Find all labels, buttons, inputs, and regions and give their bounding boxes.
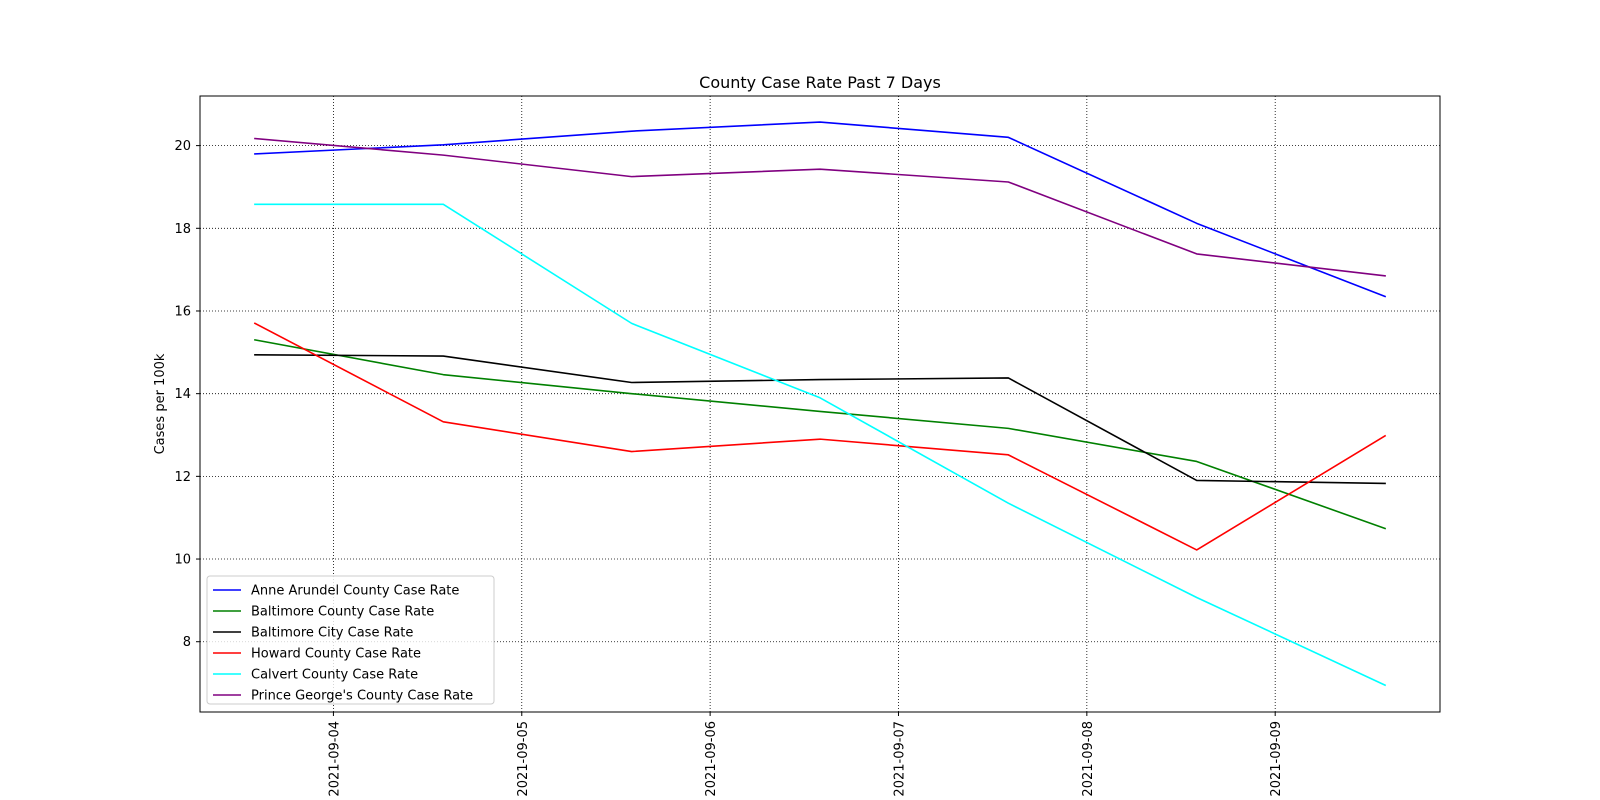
legend-label-4: Calvert County Case Rate xyxy=(251,668,418,683)
chart-title: County Case Rate Past 7 Days xyxy=(699,73,941,92)
x-tick-label: 2021-09-08 xyxy=(1081,721,1096,797)
legend-label-1: Baltimore County Case Rate xyxy=(251,605,434,620)
legend: Anne Arundel County Case Rate Baltimore C… xyxy=(206,575,495,705)
legend-box xyxy=(206,575,495,705)
series-line-5 xyxy=(254,137,1386,277)
series-line-0 xyxy=(254,121,1387,298)
plot-area-frame xyxy=(199,95,1441,713)
legend-label-2: Baltimore City Case Rate xyxy=(251,626,413,641)
series-line-4 xyxy=(254,203,1387,687)
y-tick-label: 8 xyxy=(183,635,191,650)
series-line-1 xyxy=(254,338,1387,530)
legend-label-0: Anne Arundel County Case Rate xyxy=(251,584,459,599)
x-tick-label: 2021-09-05 xyxy=(516,721,531,797)
legend-label-5: Prince George's County Case Rate xyxy=(251,689,473,704)
y-tick-label: 16 xyxy=(174,304,191,319)
y-axis-label: Cases per 100k xyxy=(153,353,168,454)
y-tick-label: 12 xyxy=(174,470,191,485)
x-tick-label: 2021-09-06 xyxy=(704,721,719,797)
x-axis-ticks: 2021-09-04 2021-09-05 2021-09-06 2021-09-07… xyxy=(327,712,1284,797)
x-tick-label: 2021-09-07 xyxy=(892,721,907,797)
series-line-3 xyxy=(253,322,1387,551)
x-tick-label: 2021-09-04 xyxy=(327,721,342,797)
series-line-2 xyxy=(254,353,1386,485)
x-tick-label: 2021-09-09 xyxy=(1269,721,1284,797)
y-axis-ticks: 8 10 12 14 16 18 20 xyxy=(174,139,200,650)
legend-label-3: Howard County Case Rate xyxy=(251,647,421,662)
series-lines xyxy=(253,121,1387,687)
legend-items: Anne Arundel County Case Rate Baltimore C… xyxy=(213,584,473,704)
y-tick-label: 10 xyxy=(174,553,191,568)
y-tick-label: 14 xyxy=(174,387,191,402)
y-tick-label: 18 xyxy=(174,222,191,237)
y-tick-label: 20 xyxy=(174,139,191,154)
